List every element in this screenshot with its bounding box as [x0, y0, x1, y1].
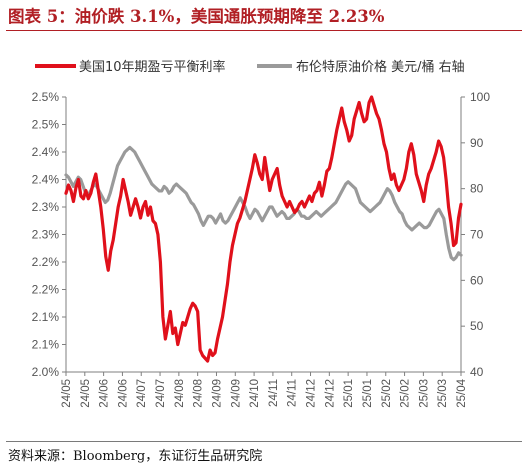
y-left-tick-label: 2.0% — [32, 365, 60, 379]
y-right-tick-label: 40 — [470, 365, 484, 379]
y-left-tick-label: 2.4% — [32, 173, 60, 187]
x-tick-label: 24/07 — [155, 379, 167, 408]
x-tick-label: 25/01 — [343, 379, 355, 408]
chart-title: 图表 5：油价跌 3.1%，美国通胀预期降至 2.23% — [8, 7, 385, 26]
x-tick-label: 25/03 — [437, 379, 449, 408]
x-tick-label: 24/07 — [136, 379, 148, 408]
axes: 2.5% 2.5% 2.4% 2.4% 2.3% 2.3% 2.2% 2.2% 2.1% 2.1%… — [32, 90, 491, 408]
legend-label-oil: 布伦特原油价格 美元/桶 右轴 — [296, 59, 465, 75]
x-tick-label: 24/09 — [230, 379, 242, 408]
x-tick-label: 24/05 — [61, 379, 73, 408]
x-tick-label: 25/02 — [400, 379, 412, 408]
x-tick-label: 24/09 — [211, 379, 223, 408]
y-left-tick-label: 2.2% — [32, 283, 60, 297]
y-right-tick-label: 80 — [470, 182, 484, 196]
y-left-tick-label: 2.3% — [32, 228, 60, 242]
footer-divider — [6, 441, 522, 442]
series-lines — [64, 95, 463, 363]
y-right-tick-label: 90 — [470, 136, 484, 150]
x-tick-label: 24/12 — [306, 379, 318, 408]
y-left-tick-label: 2.4% — [32, 145, 60, 159]
x-tick-label: 24/05 — [80, 379, 92, 408]
x-tick-label: 24/11 — [287, 379, 299, 407]
y-left-tick-label: 2.1% — [32, 338, 60, 352]
x-tick-label: 24/12 — [324, 379, 336, 408]
x-tick-label: 25/02 — [381, 379, 393, 408]
legend: 美国10年期盈亏平衡利率 布伦特原油价格 美元/桶 右轴 — [35, 59, 465, 75]
y-right-tick-label: 100 — [470, 90, 490, 104]
legend-label-breakeven: 美国10年期盈亏平衡利率 — [79, 59, 226, 75]
source-note: 资料来源：Bloomberg，东证衍生品研究院 — [8, 449, 263, 464]
y-right-tick-label: 70 — [470, 228, 484, 242]
y-left-tick-label: 2.3% — [32, 200, 60, 214]
x-tick-label: 25/01 — [362, 379, 374, 408]
y-right-tick-label: 50 — [470, 319, 484, 333]
dual-axis-line-chart: 美国10年期盈亏平衡利率 布伦特原油价格 美元/桶 右轴 2.5% 2.5% 2.4… — [32, 59, 491, 408]
title-divider — [6, 30, 522, 31]
y-left-tick-label: 2.1% — [32, 310, 60, 324]
y-left-tick-label: 2.5% — [32, 118, 60, 132]
x-tick-label: 24/11 — [268, 379, 280, 407]
y-left-tick-label: 2.5% — [32, 90, 60, 104]
x-tick-label: 24/06 — [99, 379, 111, 408]
series-line-breakeven — [64, 95, 463, 363]
x-tick-label: 24/10 — [249, 379, 261, 408]
x-tick-label: 24/08 — [174, 379, 186, 408]
x-tick-label: 25/03 — [418, 379, 430, 408]
series-line-oil — [64, 145, 463, 262]
x-tick-label: 24/08 — [193, 379, 205, 408]
y-left-tick-label: 2.2% — [32, 255, 60, 269]
x-tick-label: 24/06 — [117, 379, 129, 408]
x-tick-label: 25/04 — [456, 378, 468, 407]
y-right-tick-label: 60 — [470, 273, 484, 287]
